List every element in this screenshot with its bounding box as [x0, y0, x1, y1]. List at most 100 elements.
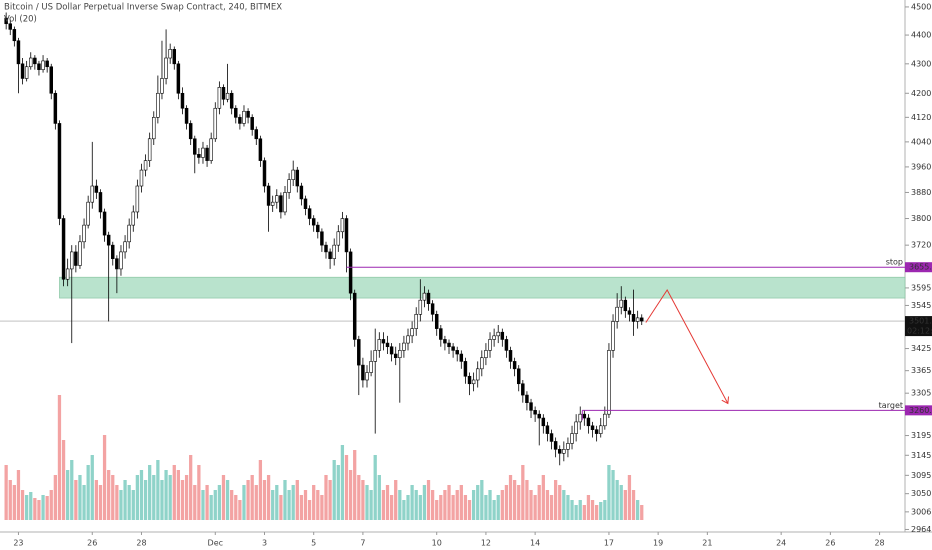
volume-bar	[78, 475, 82, 520]
candle-body	[172, 49, 177, 65]
volume-bar	[225, 480, 230, 520]
volume-bar	[496, 495, 500, 520]
candle-body	[623, 299, 628, 312]
candle-body	[16, 40, 21, 65]
volume-bar	[471, 490, 476, 520]
candle-body	[217, 87, 222, 109]
x-tick-label: 28	[136, 539, 146, 548]
volume-bar	[127, 485, 131, 520]
volume-bar	[562, 490, 566, 520]
support-zone	[59, 276, 906, 299]
x-tick-label: 17	[604, 539, 614, 548]
candle-body	[65, 268, 70, 280]
x-tick-label: 24	[776, 539, 786, 548]
candle-body	[262, 160, 267, 187]
candle-body	[70, 251, 74, 270]
last-price-box	[905, 316, 932, 337]
volume-bar	[189, 455, 193, 520]
candle-body	[393, 353, 398, 359]
y-tick-label: 3050.0	[911, 489, 932, 498]
candle-body	[463, 361, 468, 377]
volume-bar	[279, 495, 283, 520]
volume-bar	[533, 495, 537, 520]
candle-body	[414, 314, 418, 329]
candle-body	[147, 138, 152, 161]
volume-bar	[299, 495, 304, 520]
candle-body	[266, 185, 271, 206]
volume-bar	[619, 485, 623, 520]
volume-bar	[549, 495, 554, 520]
volume-bar	[377, 475, 381, 520]
candle-body	[45, 60, 49, 68]
volume-bar	[197, 465, 201, 520]
candle-body	[369, 361, 373, 373]
volume-bar	[385, 485, 390, 520]
candle-body	[574, 421, 578, 434]
y-tick-label: 3880.0	[911, 188, 932, 197]
candle-body	[447, 342, 451, 348]
x-tick-label: 23	[13, 539, 23, 548]
x-tick-label: Dec	[208, 539, 223, 548]
candle-body	[533, 410, 537, 415]
y-tick-label: 3960.0	[911, 162, 932, 171]
volume-bar	[558, 485, 562, 520]
candle-body	[127, 224, 131, 243]
volume-bar	[599, 502, 603, 520]
volume-bar	[12, 485, 16, 520]
countdown-label: 02:12:56	[907, 327, 932, 336]
candle-body	[82, 224, 86, 243]
candle-body	[74, 251, 78, 266]
candle-body	[180, 92, 185, 109]
candle-body	[209, 138, 213, 161]
volume-bar	[160, 480, 164, 520]
candle-body	[197, 154, 201, 158]
candle-body	[340, 218, 345, 233]
candle-body	[283, 192, 287, 213]
target-label-box	[905, 405, 932, 416]
volume-bar	[37, 500, 41, 520]
candle-body	[201, 147, 205, 158]
candle-body	[168, 49, 172, 59]
volume-bar	[512, 480, 517, 520]
candle-body	[299, 185, 304, 200]
volume-bar	[492, 500, 496, 520]
volume-bar	[4, 465, 8, 520]
candle-body	[455, 350, 459, 355]
volume-bar	[570, 500, 574, 520]
volume-bar	[287, 490, 291, 520]
volume-bar	[398, 490, 402, 520]
volume-bar	[266, 475, 271, 520]
volume-bar	[439, 495, 443, 520]
candle-body	[238, 117, 242, 124]
volume-bar	[98, 485, 103, 520]
main-layer	[4, 12, 905, 466]
candle-body	[410, 328, 414, 337]
volume-bar	[582, 505, 586, 520]
y-tick-label: 4400.0	[911, 31, 932, 40]
volume-bar	[586, 495, 591, 520]
volume-bar	[123, 480, 127, 520]
candle-body	[504, 339, 509, 351]
volume-bar	[312, 485, 316, 520]
candle-body	[439, 328, 443, 340]
candle-body	[549, 433, 554, 442]
candle-body	[590, 425, 595, 430]
volume-bar	[283, 480, 287, 520]
volume-bar	[357, 475, 361, 520]
volume-bar	[410, 485, 414, 520]
candle-body	[246, 110, 250, 118]
candle-body	[279, 195, 283, 213]
volume-bar	[537, 485, 541, 520]
volume-bar	[16, 470, 21, 520]
volume-bar	[636, 500, 640, 520]
volume-bar	[332, 460, 336, 520]
volume-bar	[209, 495, 213, 520]
last-price-label: 3501.0	[909, 317, 932, 326]
candle-body	[139, 169, 144, 187]
candle-body	[398, 350, 402, 359]
candle-body	[152, 117, 156, 140]
candle-body	[213, 107, 218, 140]
volume-bar	[611, 470, 615, 520]
candle-body	[324, 244, 328, 253]
candle-body	[102, 211, 107, 236]
